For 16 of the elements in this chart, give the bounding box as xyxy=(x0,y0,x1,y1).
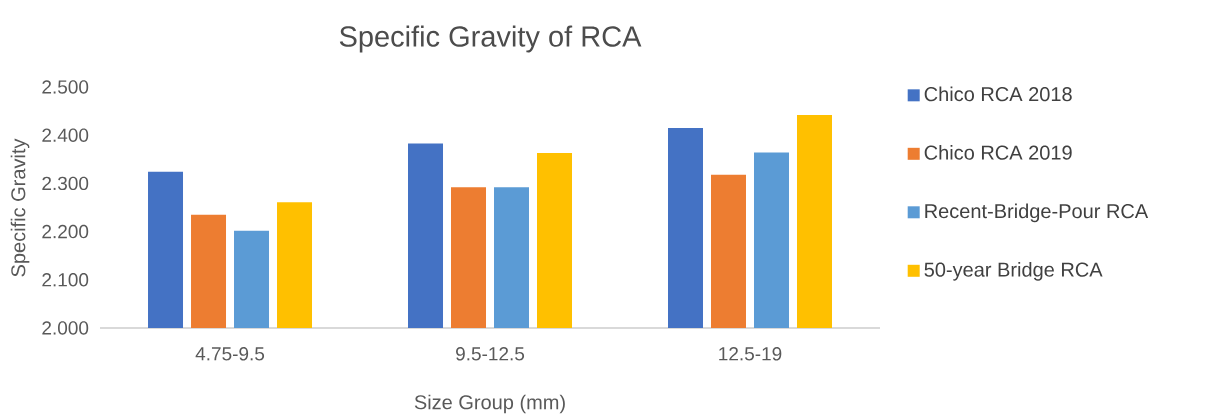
legend-label: Chico RCA 2018 xyxy=(924,86,1072,102)
y-tick-label: 2.500 xyxy=(42,80,89,94)
x-axis-title: Size Group (mm) xyxy=(414,394,565,414)
legend-label: 50-year Bridge RCA xyxy=(924,262,1103,281)
x-tick-label: 4.75-9.5 xyxy=(195,347,265,361)
legend-label: Recent-Bridge-Pour RCA xyxy=(925,203,1149,223)
x-tick-label: 12.5-19 xyxy=(719,347,782,361)
chart-title: Specific Gravity of RCA xyxy=(339,25,642,53)
y-tick-label: 2.000 xyxy=(42,321,89,335)
y-tick-label: 2.400 xyxy=(42,128,89,142)
y-tick-label: 2.300 xyxy=(42,176,89,191)
x-tick-label: 9.5-12.5 xyxy=(456,347,525,361)
y-axis-title: Specific Gravity xyxy=(10,138,30,277)
y-tick-label: 2.200 xyxy=(42,224,89,239)
y-tick-label: 2.100 xyxy=(42,273,89,287)
legend-label: Chico RCA 2019 xyxy=(924,145,1072,160)
